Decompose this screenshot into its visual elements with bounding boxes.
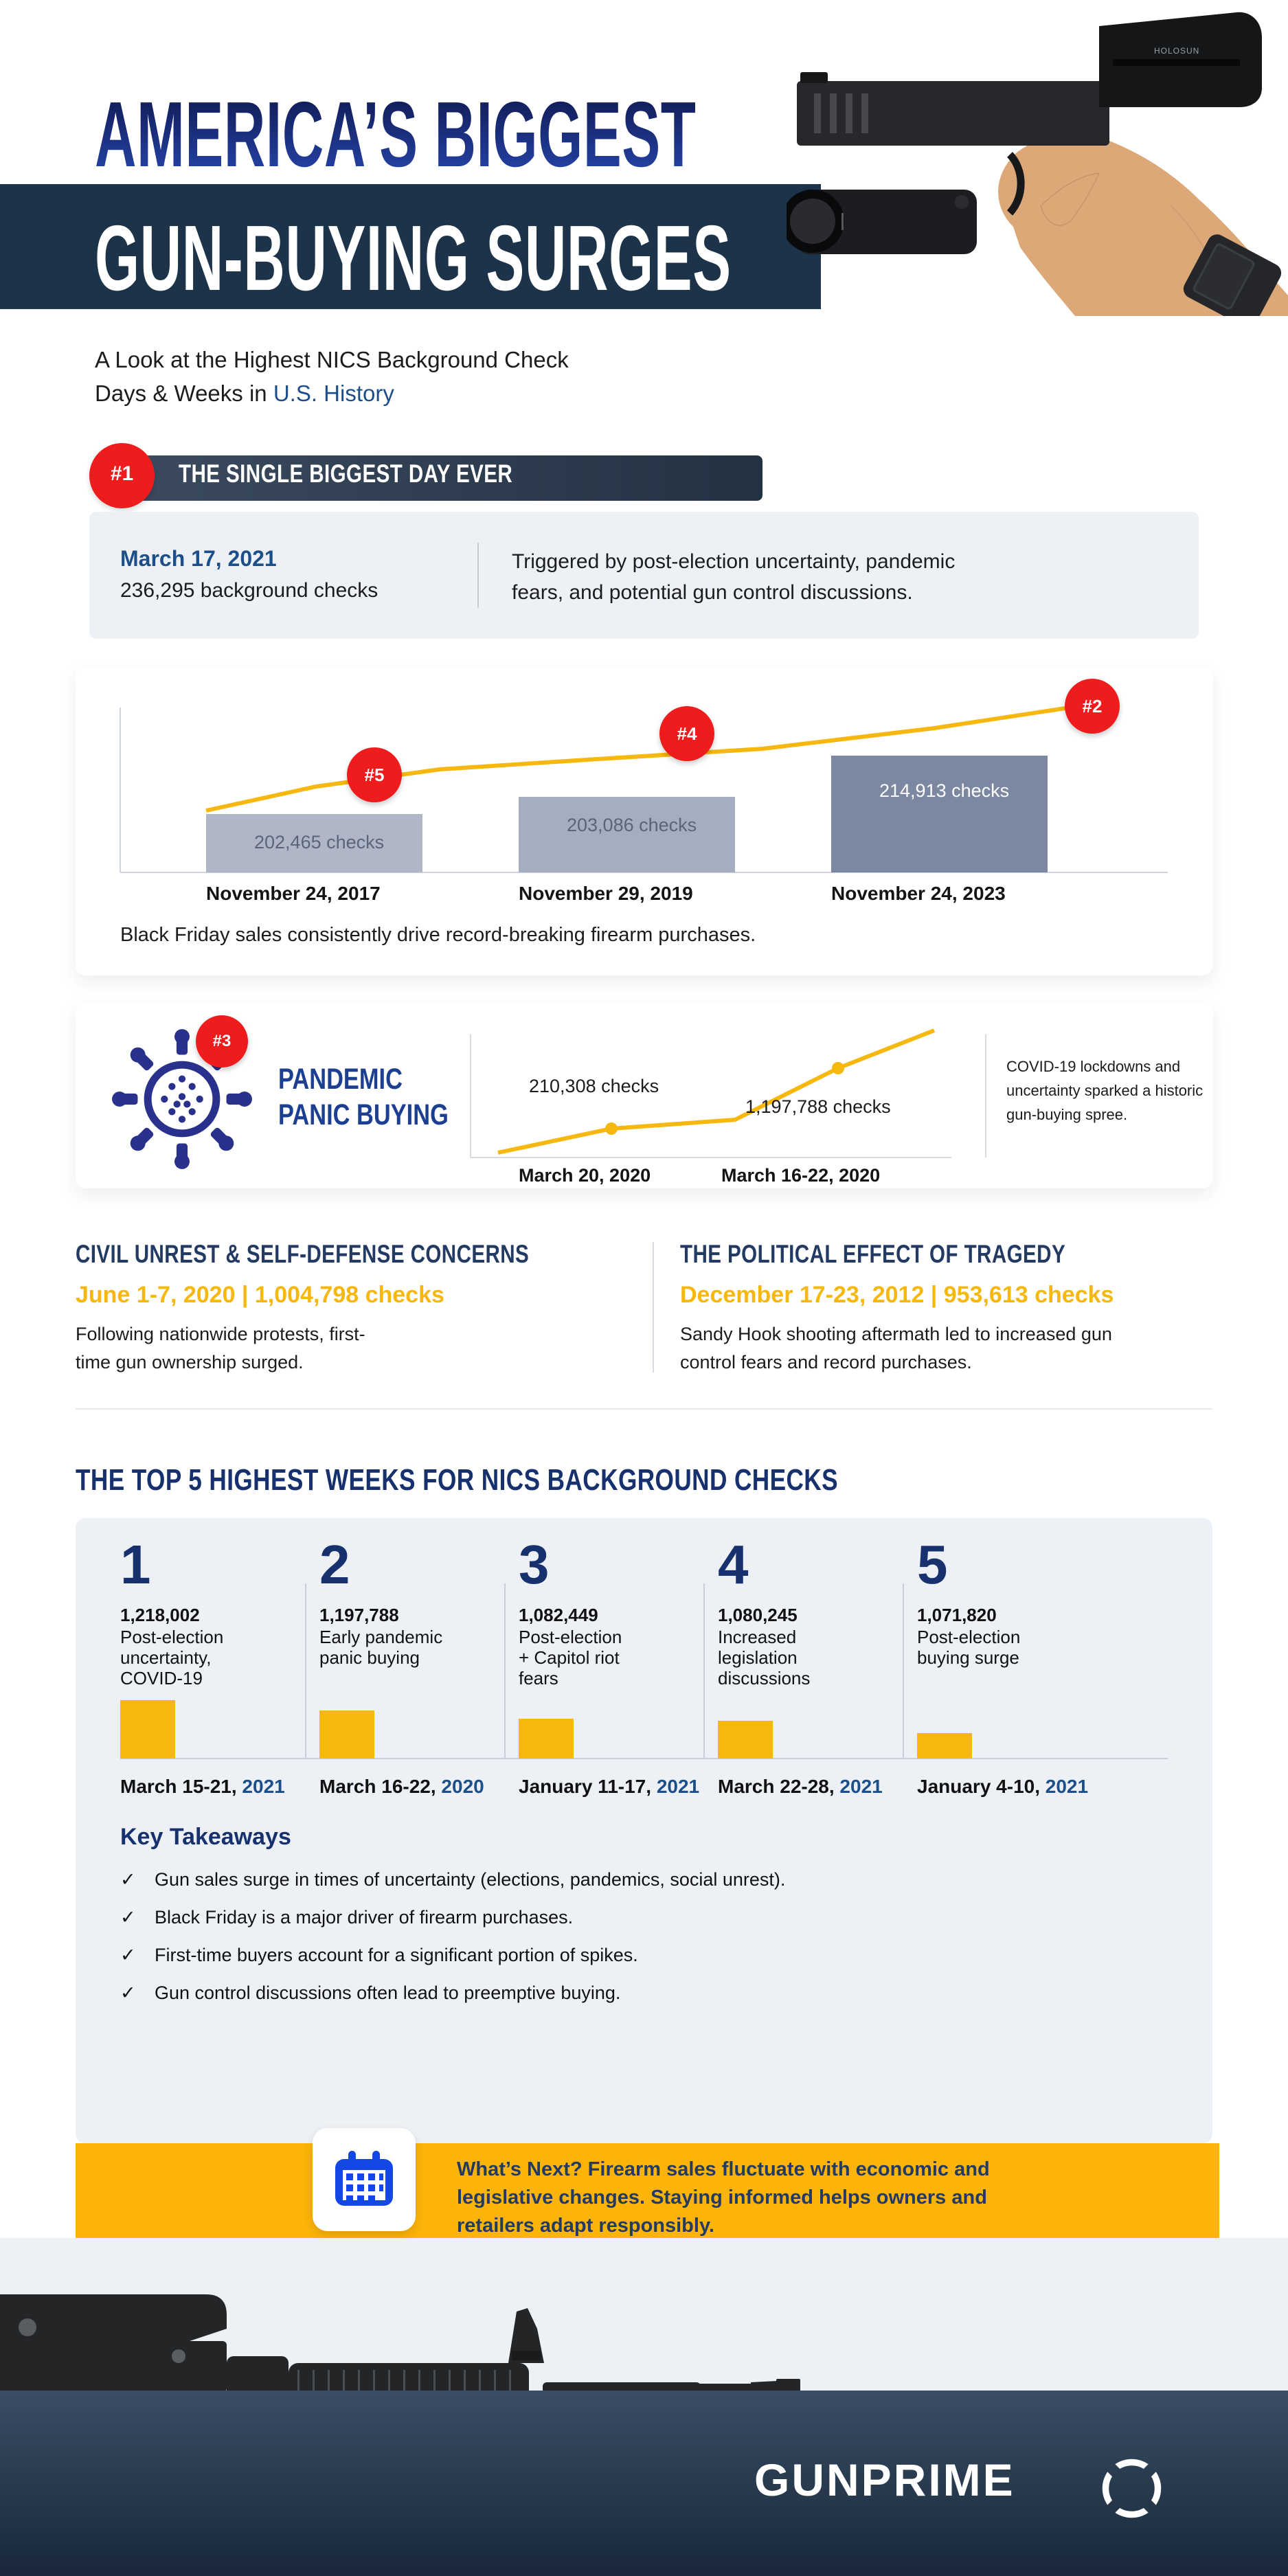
svg-text:March 22-28, 2021: March 22-28, 2021 xyxy=(718,1776,883,1797)
svg-text:uncertainty sparked a historic: uncertainty sparked a historic xyxy=(1006,1082,1203,1099)
svg-text:discussions: discussions xyxy=(718,1668,810,1688)
svg-text:Post-election: Post-election xyxy=(917,1627,1020,1647)
svg-text:January 11-17, 2021: January 11-17, 2021 xyxy=(519,1776,699,1797)
svg-text:214,913 checks: 214,913 checks xyxy=(879,780,1009,801)
svg-text:HOLOSUN: HOLOSUN xyxy=(1154,46,1199,56)
svg-text:1,080,245: 1,080,245 xyxy=(718,1605,798,1625)
svg-text:4: 4 xyxy=(718,1534,749,1595)
svg-text:✓: ✓ xyxy=(120,1982,136,2003)
svg-text:January 4-10, 2021: January 4-10, 2021 xyxy=(917,1776,1088,1797)
svg-text:Increased: Increased xyxy=(718,1627,796,1647)
svg-text:Key Takeaways: Key Takeaways xyxy=(120,1824,291,1850)
svg-text:203,086 checks: 203,086 checks xyxy=(567,815,697,835)
svg-text:March 16-22, 2020: March 16-22, 2020 xyxy=(319,1776,484,1797)
svg-text:Early pandemic: Early pandemic xyxy=(319,1627,442,1647)
svg-text:panic buying: panic buying xyxy=(319,1647,420,1668)
svg-text:Black Friday is a major driver: Black Friday is a major driver of firear… xyxy=(155,1907,573,1928)
svg-text:Gun control discussions often: Gun control discussions often lead to pr… xyxy=(155,1982,620,2003)
svg-text:2: 2 xyxy=(319,1534,350,1595)
svg-text:November 29, 2019: November 29, 2019 xyxy=(519,883,693,904)
svg-text:COVID-19 lockdowns and: COVID-19 lockdowns and xyxy=(1006,1058,1180,1075)
svg-text:legislation: legislation xyxy=(718,1647,798,1668)
svg-text:✓: ✓ xyxy=(120,1869,136,1890)
svg-text:5: 5 xyxy=(917,1534,948,1595)
svg-text:March 20, 2020: March 20, 2020 xyxy=(519,1165,651,1186)
svg-text:First-time buyers account for: First-time buyers account for a signific… xyxy=(155,1945,638,1965)
svg-text:✓: ✓ xyxy=(120,1907,136,1928)
svg-text:Post-election: Post-election xyxy=(120,1627,223,1647)
svg-text:Black Friday sales consistentl: Black Friday sales consistently drive re… xyxy=(120,924,756,946)
svg-text:buying surge: buying surge xyxy=(917,1647,1019,1668)
svg-text:November 24, 2017: November 24, 2017 xyxy=(206,883,381,904)
svg-text:Post-election: Post-election xyxy=(519,1627,622,1647)
svg-text:210,308 checks: 210,308 checks xyxy=(529,1076,659,1096)
svg-text:1,218,002: 1,218,002 xyxy=(120,1605,200,1625)
svg-text:3: 3 xyxy=(519,1534,550,1595)
svg-text:March 15-21, 2021: March 15-21, 2021 xyxy=(120,1776,285,1797)
svg-text:1,197,788: 1,197,788 xyxy=(319,1605,399,1625)
svg-text:fears: fears xyxy=(519,1668,558,1688)
svg-text:gun-buying spree.: gun-buying spree. xyxy=(1006,1106,1127,1123)
svg-text:November 24, 2023: November 24, 2023 xyxy=(831,883,1006,904)
svg-text:uncertainty,: uncertainty, xyxy=(120,1647,211,1668)
svg-text:COVID-19: COVID-19 xyxy=(120,1668,203,1688)
svg-text:✓: ✓ xyxy=(120,1945,136,1965)
svg-text:1,197,788 checks: 1,197,788 checks xyxy=(745,1096,891,1117)
svg-text:March 16-22, 2020: March 16-22, 2020 xyxy=(721,1165,880,1186)
svg-text:+ Capitol riot: + Capitol riot xyxy=(519,1647,620,1668)
svg-text:1: 1 xyxy=(120,1534,151,1595)
svg-text:1,082,449: 1,082,449 xyxy=(519,1605,598,1625)
svg-text:202,465 checks: 202,465 checks xyxy=(254,832,384,852)
svg-text:Gun sales surge in times of un: Gun sales surge in times of uncertainty … xyxy=(155,1869,785,1890)
svg-text:1,071,820: 1,071,820 xyxy=(917,1605,997,1625)
